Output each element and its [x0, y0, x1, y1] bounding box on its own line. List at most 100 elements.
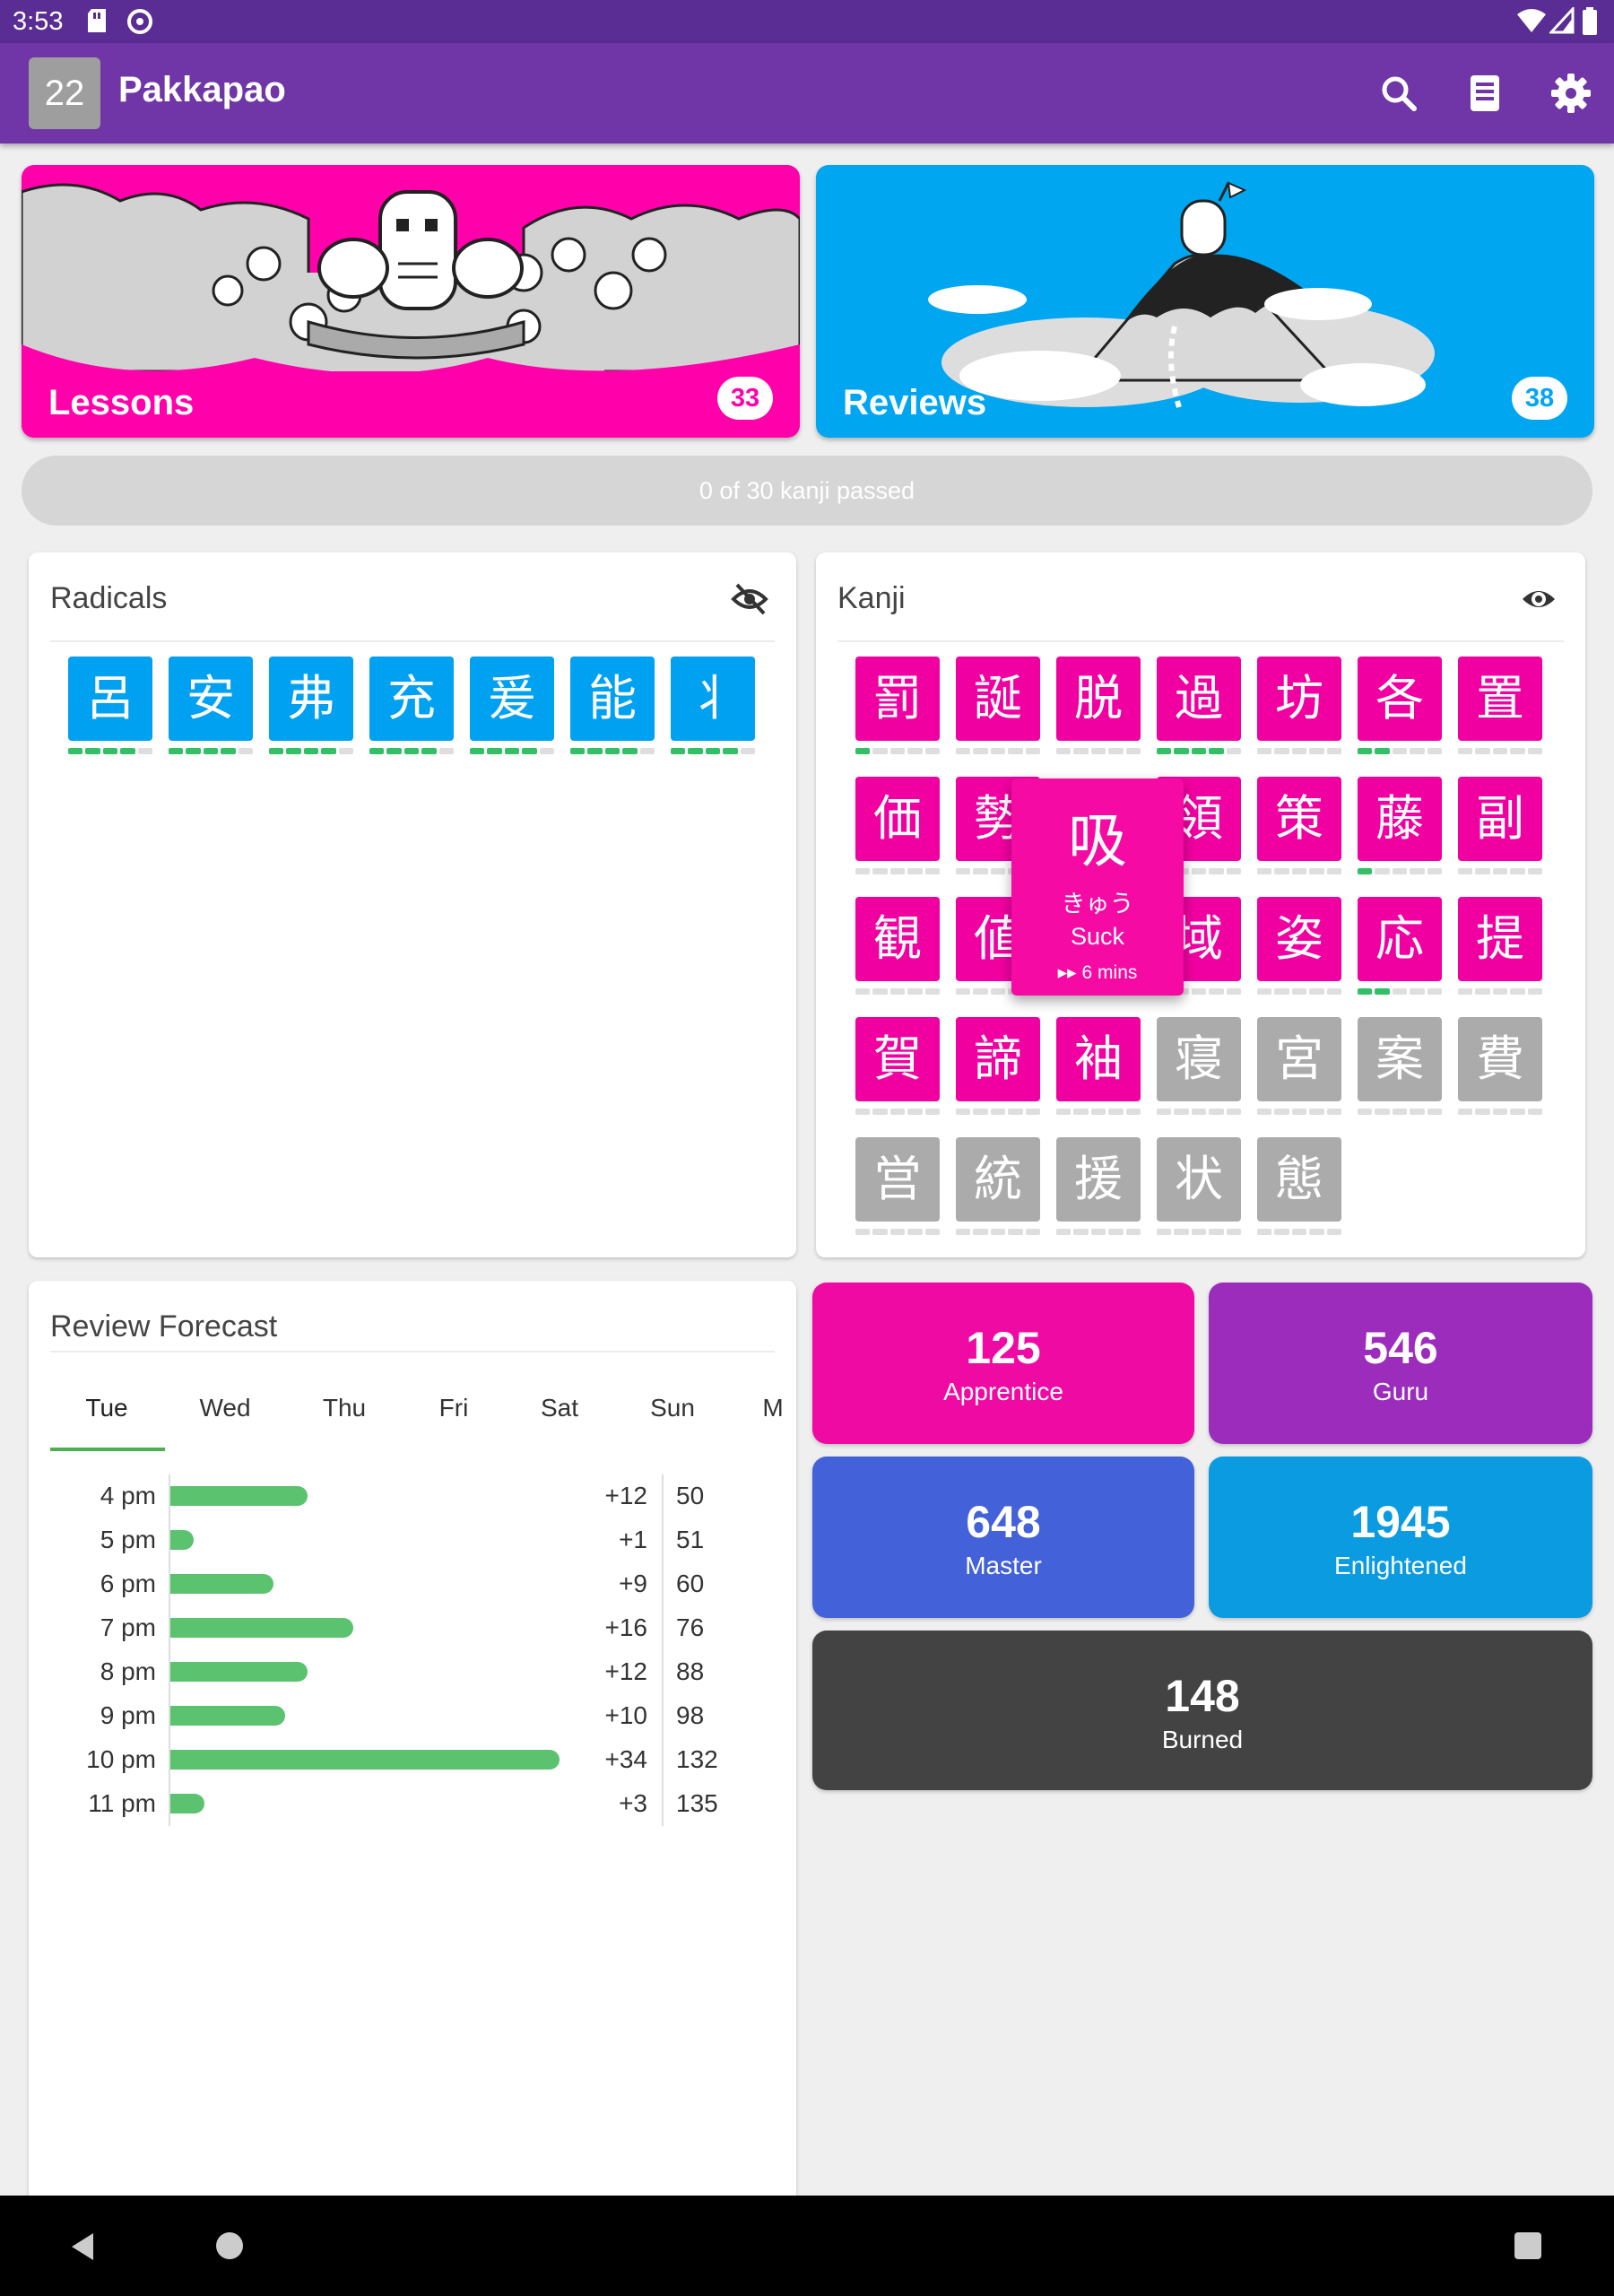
fast-forward-icon: ▸▸: [1057, 962, 1082, 983]
eye-icon[interactable]: [1519, 579, 1558, 619]
search-icon[interactable]: [1374, 68, 1424, 118]
kanji-tile[interactable]: 応: [1358, 897, 1442, 981]
srs-progress-bar: [671, 748, 756, 754]
signal-icon: [1549, 7, 1575, 34]
eye-off-icon[interactable]: [730, 579, 769, 619]
forecast-tab-tue[interactable]: Tue: [85, 1394, 128, 1422]
srs-progress-bar: [1358, 748, 1443, 754]
kanji-tooltip[interactable]: 吸 きゅう Suck ▸▸ 6 mins: [1011, 778, 1184, 996]
kanji-tile[interactable]: 賀: [855, 1017, 940, 1101]
recents-icon[interactable]: [1514, 2231, 1542, 2260]
forecast-tab-wed[interactable]: Wed: [199, 1394, 251, 1422]
back-icon[interactable]: [68, 2231, 97, 2262]
settings-icon[interactable]: [1546, 68, 1596, 118]
enlightened-tile[interactable]: 1945 Enlightened: [1209, 1457, 1592, 1618]
forecast-bar: [170, 1794, 205, 1813]
reviews-button[interactable]: Reviews 38: [816, 165, 1594, 438]
master-tile[interactable]: 648 Master: [812, 1457, 1194, 1618]
reviews-illustration: [816, 165, 1594, 438]
kanji-tile[interactable]: 過: [1157, 657, 1241, 741]
book-icon[interactable]: [1460, 68, 1510, 118]
kanji-tile[interactable]: 態: [1257, 1137, 1341, 1222]
kanji-tile[interactable]: 誕: [956, 657, 1040, 741]
radical-tile[interactable]: 安: [169, 657, 253, 741]
kanji-tile[interactable]: 営: [855, 1137, 940, 1222]
tooltip-time: 6 mins: [1081, 962, 1138, 983]
srs-progress-bar: [1056, 1109, 1141, 1115]
kanji-tile[interactable]: 諦: [956, 1017, 1040, 1101]
srs-progress-bar: [570, 748, 655, 754]
kanji-tile[interactable]: 策: [1257, 777, 1341, 861]
burned-tile[interactable]: 148 Burned: [812, 1631, 1592, 1790]
radical-tile[interactable]: 能: [570, 657, 655, 741]
kanji-tile[interactable]: 罰: [855, 657, 940, 741]
radical-tile[interactable]: 弗: [269, 657, 353, 741]
apprentice-label: Apprentice: [943, 1378, 1063, 1405]
burned-label: Burned: [1161, 1726, 1244, 1753]
radical-tile[interactable]: 充: [369, 657, 454, 741]
kanji-tile[interactable]: 脱: [1056, 657, 1141, 741]
forecast-delta: +12: [604, 1657, 648, 1685]
forecast-tab-sat[interactable]: Sat: [540, 1394, 579, 1422]
kanji-tile[interactable]: 価: [855, 777, 940, 861]
srs-progress-bar: [68, 748, 153, 754]
sync-icon: [127, 9, 152, 34]
kanji-tile[interactable]: 宮: [1257, 1017, 1341, 1101]
kanji-tile[interactable]: 案: [1358, 1017, 1442, 1101]
lessons-illustration: [22, 165, 800, 438]
apprentice-tile[interactable]: 125 Apprentice: [812, 1283, 1194, 1444]
forecast-tab-thu[interactable]: Thu: [322, 1394, 367, 1422]
kanji-tile[interactable]: 置: [1458, 657, 1542, 741]
srs-progress-bar: [956, 748, 1041, 754]
forecast-bar: [170, 1530, 194, 1550]
kanji-tile[interactable]: 統: [956, 1137, 1040, 1222]
home-icon[interactable]: [215, 2231, 244, 2260]
kanji-tile[interactable]: 費: [1458, 1017, 1542, 1101]
srs-progress-bar: [855, 748, 941, 754]
srs-progress-bar: [956, 1109, 1041, 1115]
srs-progress-bar: [1458, 1109, 1543, 1115]
kanji-tile[interactable]: 各: [1358, 657, 1442, 741]
forecast-delta: +10: [604, 1701, 648, 1729]
forecast-time-label: 7 pm: [100, 1613, 156, 1641]
guru-tile[interactable]: 546 Guru: [1209, 1283, 1592, 1444]
kanji-tile[interactable]: 観: [855, 897, 940, 981]
forecast-tab-sun[interactable]: Sun: [650, 1394, 695, 1422]
kanji-tile[interactable]: 坊: [1257, 657, 1341, 741]
kanji-tile[interactable]: 状: [1157, 1137, 1241, 1222]
kanji-tile[interactable]: 援: [1056, 1137, 1141, 1222]
radical-tile[interactable]: 爰: [470, 657, 554, 741]
forecast-tab-m[interactable]: M: [762, 1394, 784, 1422]
radical-tile[interactable]: 呂: [68, 657, 152, 741]
srs-progress-bar: [1157, 748, 1242, 754]
forecast-cumulative-total: 51: [676, 1526, 705, 1553]
reviews-label: Reviews: [843, 383, 987, 422]
forecast-delta: +34: [604, 1745, 648, 1773]
radical-tile[interactable]: 丬: [671, 657, 755, 741]
tooltip-next-review: ▸▸ 6 mins: [1011, 961, 1184, 984]
kanji-tile[interactable]: 袖: [1056, 1017, 1141, 1101]
srs-progress-bar: [855, 988, 941, 995]
kanji-tile[interactable]: 副: [1458, 777, 1542, 861]
forecast-time-label: 8 pm: [100, 1657, 156, 1685]
lessons-button[interactable]: Lessons 33: [22, 165, 800, 438]
forecast-tab-fri[interactable]: Fri: [438, 1394, 469, 1422]
forecast-cumulative-total: 98: [676, 1701, 705, 1729]
forecast-time-label: 9 pm: [100, 1701, 156, 1729]
wifi-icon: [1517, 9, 1546, 32]
level-progress-bar: 0 of 30 kanji passed: [22, 456, 1592, 526]
lessons-count-badge: 33: [717, 377, 773, 420]
kanji-tile[interactable]: 姿: [1257, 897, 1341, 981]
enlightened-label: Enlightened: [1334, 1552, 1467, 1579]
forecast-delta: +1: [619, 1526, 647, 1553]
selected-tab-indicator: [50, 1448, 165, 1451]
card-divider: [837, 640, 1564, 642]
forecast-time-label: 6 pm: [100, 1570, 156, 1597]
kanji-tile[interactable]: 藤: [1358, 777, 1442, 861]
master-count: 648: [966, 1497, 1041, 1547]
guru-count: 546: [1363, 1323, 1438, 1373]
guru-label: Guru: [1372, 1378, 1429, 1405]
kanji-tile[interactable]: 寝: [1157, 1017, 1241, 1101]
srs-progress-bar: [1257, 868, 1342, 874]
kanji-tile[interactable]: 提: [1458, 897, 1542, 981]
